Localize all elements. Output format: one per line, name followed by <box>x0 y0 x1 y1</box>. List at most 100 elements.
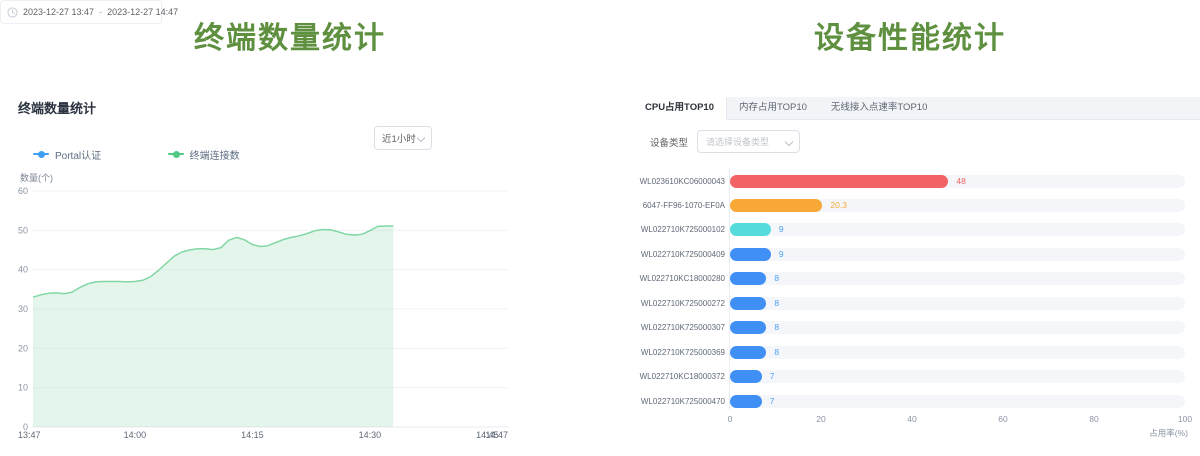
tab-cpu-top10[interactable]: CPU占用TOP10 <box>633 97 727 120</box>
bar-track <box>730 394 1185 408</box>
bar-row: WL022710K725000369 8 <box>633 345 1200 359</box>
right-panel-title: 设备性能统计 <box>814 22 1006 55</box>
svg-text:40: 40 <box>18 265 28 275</box>
bar-track <box>730 370 1185 384</box>
bar-category-label: WL022710K725000102 <box>640 225 725 235</box>
bar-track <box>730 247 1185 261</box>
svg-text:30: 30 <box>18 304 28 314</box>
bar-value-label: 7 <box>769 395 775 406</box>
area-fill <box>33 226 394 427</box>
bar-value-label: 9 <box>778 248 784 259</box>
bar-value-label: 8 <box>774 297 780 308</box>
bar-value-label: 8 <box>774 322 780 333</box>
legend-item-portal[interactable]: Portal认证 <box>33 147 101 162</box>
date-range-separator: - <box>99 7 103 17</box>
bar <box>730 272 767 286</box>
bar-category-label: WL022710K725000369 <box>640 347 725 357</box>
legend-label: 终端连接数 <box>189 150 240 162</box>
bar-value-label: 9 <box>778 224 784 235</box>
bar-value-label: 20.3 <box>830 200 847 210</box>
bar-row: WL022710K725000102 9 <box>633 223 1200 237</box>
chevron-down-icon <box>784 137 794 147</box>
x-axis-tick: 60 <box>998 414 1008 424</box>
bar-track <box>730 321 1185 335</box>
terminal-count-card-title: 终端数量统计 <box>18 101 97 116</box>
bar-row: 6047-FF96-1070-EF0A 20.3 <box>633 199 1200 212</box>
bar <box>730 247 771 261</box>
svg-text:0: 0 <box>23 422 28 432</box>
legend-marker-icon <box>167 150 184 158</box>
bar-track <box>730 272 1185 286</box>
bar-category-label: 6047-FF96-1070-EF0A <box>642 201 725 210</box>
bar <box>730 174 949 188</box>
cpu-top10-bar-chart: WL023610KC06000043 48 6047-FF96-1070-EF0A 2… <box>633 165 1200 415</box>
x-axis-tick: 0 <box>727 414 733 424</box>
bar-chart-x-axis: 0 20 40 60 80 100 <box>633 412 1200 426</box>
bar-track <box>730 296 1185 310</box>
x-axis-tick: 100 <box>1177 414 1193 424</box>
bar-row: WL022710KC18000280 8 <box>633 272 1200 286</box>
bar <box>730 321 767 335</box>
time-range-select[interactable]: 近1小时 <box>374 126 432 150</box>
x-axis-title: 占用率(%) <box>1149 428 1188 438</box>
bar-value-label: 8 <box>774 346 780 357</box>
bar-value-label: 7 <box>769 371 775 382</box>
legend-label: Portal认证 <box>55 150 102 162</box>
y-axis-title: 数量(个) <box>20 173 53 183</box>
bar <box>730 394 762 408</box>
svg-text:20: 20 <box>18 343 28 353</box>
svg-text:14:00: 14:00 <box>124 430 147 440</box>
bar-value-label: 48 <box>956 175 966 186</box>
date-range-end[interactable]: 2023-12-27 14:47 <box>107 7 179 17</box>
device-type-label: 设备类型 <box>650 138 689 149</box>
bar-category-label: WL022710K725000470 <box>640 396 725 406</box>
chevron-down-icon <box>416 133 426 143</box>
bar-category-label: WL022710K725000272 <box>640 298 725 308</box>
svg-text:10: 10 <box>18 383 28 393</box>
svg-text:14:47: 14:47 <box>485 430 508 440</box>
date-range-picker[interactable]: 2023-12-27 13:47 - 2023-12-27 14:47 <box>0 0 178 24</box>
bar-category-label: WL022710KC18000280 <box>639 274 725 284</box>
bar-row: WL022710K725000470 7 <box>633 394 1200 408</box>
x-axis-tick: 80 <box>1089 414 1099 424</box>
bar-row: WL022710K725000272 8 <box>633 296 1200 310</box>
terminal-connections-line <box>32 225 394 298</box>
clock-icon <box>7 6 18 18</box>
legend-item-terminal-connections[interactable]: 终端连接数 <box>167 147 240 162</box>
tab-wireless-ap-rate-top10[interactable]: 无线接入点速率TOP10 <box>830 102 928 113</box>
tab-memory-top10[interactable]: 内存占用TOP10 <box>738 102 807 113</box>
bar <box>730 345 767 359</box>
terminal-count-line-chart: 0 10 20 30 40 50 60 13:47 14:00 14:15 14:30 14:4514… <box>18 186 508 440</box>
bar-category-label: WL022710K725000409 <box>640 249 725 259</box>
x-axis-tick: 40 <box>907 414 917 424</box>
device-type-select[interactable]: 请选择设备类型 <box>697 130 800 153</box>
performance-tabbar: CPU占用TOP10 内存占用TOP10 无线接入点速率TOP10 <box>633 97 1200 120</box>
svg-text:14:30: 14:30 <box>359 430 382 440</box>
bar-category-label: WL023610KC06000043 <box>639 176 725 186</box>
device-type-placeholder: 请选择设备类型 <box>706 137 770 147</box>
chart-legend: Portal认证 终端连接数 <box>33 142 302 162</box>
bar <box>730 296 767 310</box>
bar-value-label: 8 <box>774 273 780 284</box>
date-range-start[interactable]: 2023-12-27 13:47 <box>23 7 95 17</box>
bar <box>730 199 823 212</box>
svg-text:14:15: 14:15 <box>241 430 264 440</box>
bar-category-label: WL022710KC18000372 <box>639 372 725 382</box>
left-panel-title: 终端数量统计 <box>194 22 386 55</box>
bar-row: WL022710K725000409 9 <box>633 247 1200 261</box>
bar-track <box>730 223 1185 237</box>
legend-marker-icon <box>33 150 49 158</box>
svg-text:14:45: 14:45 <box>476 430 499 440</box>
svg-text:50: 50 <box>18 225 28 235</box>
bar <box>730 223 771 237</box>
x-axis-tick: 20 <box>816 414 826 424</box>
bar-track <box>730 199 1185 212</box>
bar-track <box>730 345 1185 359</box>
time-range-value: 近1小时 <box>382 134 416 145</box>
svg-text:60: 60 <box>18 186 28 196</box>
category-axis-line <box>729 167 730 410</box>
bar-row: WL022710KC18000372 7 <box>633 370 1200 384</box>
bar-category-label: WL022710K725000307 <box>640 323 725 333</box>
bar-row: WL023610KC06000043 48 <box>633 174 1200 188</box>
